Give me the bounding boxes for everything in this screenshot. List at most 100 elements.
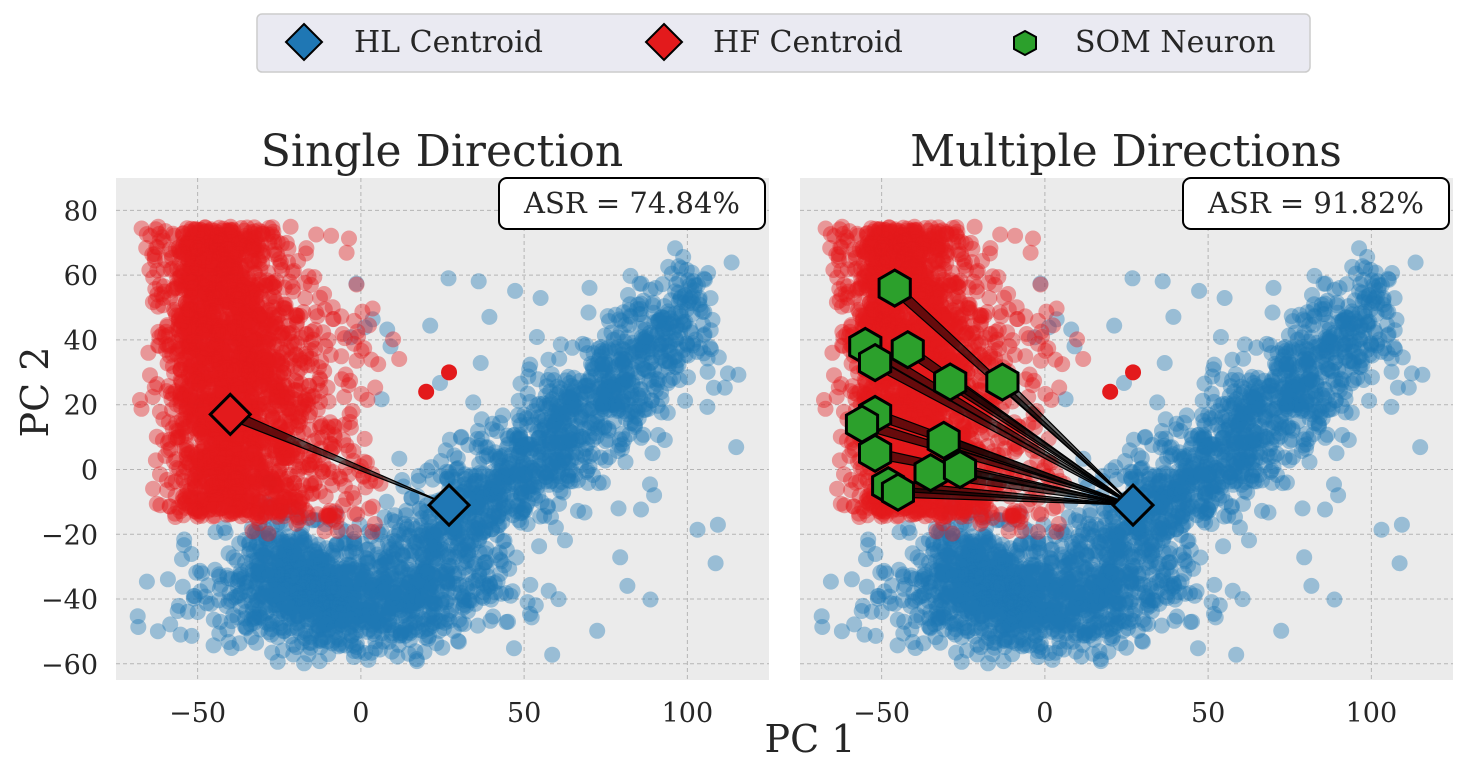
hl-point	[473, 500, 490, 517]
hl-point	[492, 551, 509, 568]
hf-point	[147, 292, 164, 309]
hl-point	[408, 653, 425, 670]
hl-point	[470, 423, 486, 439]
hl-point	[705, 379, 722, 396]
hl-point	[600, 422, 617, 439]
hf-point	[261, 402, 277, 419]
hl-point	[550, 591, 567, 608]
hl-point	[702, 322, 719, 339]
hl-point	[339, 564, 356, 581]
hl-point	[523, 409, 540, 426]
hf-point	[250, 455, 266, 472]
hl-point	[479, 488, 496, 505]
hl-point	[314, 631, 331, 648]
hl-point	[596, 419, 613, 436]
hl-point	[661, 372, 678, 389]
hl-point	[392, 624, 409, 641]
hl-point	[424, 588, 441, 605]
hl-point	[232, 585, 249, 602]
hl-point	[381, 599, 398, 615]
hl-point	[439, 470, 455, 487]
hl-point	[385, 589, 402, 606]
hl-point	[612, 549, 629, 566]
hl-point	[592, 366, 609, 383]
hl-point	[396, 526, 413, 543]
hl-point	[244, 600, 261, 617]
hl-point	[307, 562, 324, 579]
hl-point	[432, 613, 449, 630]
hl-point	[616, 357, 633, 374]
hl-point	[298, 567, 315, 584]
hl-point	[434, 604, 451, 621]
y-tick-label: 0	[81, 455, 98, 486]
hl-point	[595, 401, 612, 417]
hl-point	[211, 566, 227, 583]
hl-point	[311, 601, 327, 618]
hl-point	[320, 575, 337, 592]
hl-point	[348, 635, 365, 652]
hl-point	[512, 428, 529, 445]
hl-point	[383, 600, 400, 617]
hl-point	[404, 516, 420, 533]
hl-point	[454, 591, 471, 608]
hl-point	[619, 383, 636, 400]
hl-point	[226, 589, 243, 606]
hl-point	[332, 589, 349, 606]
hl-point	[299, 588, 316, 605]
hl-point	[341, 602, 358, 619]
hl-point	[612, 350, 629, 367]
hl-point	[276, 622, 293, 639]
hl-point	[297, 622, 314, 639]
hl-point	[322, 611, 339, 628]
hl-point	[508, 437, 525, 454]
hl-point	[382, 617, 399, 634]
hl-point	[244, 562, 261, 579]
hl-point	[354, 563, 370, 580]
hl-point	[296, 655, 313, 672]
hl-point	[375, 557, 392, 573]
hl-point	[622, 403, 639, 420]
hl-point	[307, 573, 324, 590]
hl-point	[472, 355, 489, 371]
hl-point	[350, 608, 367, 625]
hl-point	[337, 535, 354, 552]
hf-point	[275, 446, 292, 463]
hl-point	[439, 573, 456, 590]
hl-point	[402, 625, 419, 642]
hl-point	[572, 395, 589, 412]
hl-point	[186, 588, 203, 605]
hl-point	[600, 393, 617, 410]
hl-point	[406, 543, 423, 560]
hl-point	[321, 579, 338, 596]
hl-point	[476, 519, 493, 536]
hl-point	[581, 420, 598, 437]
hl-point	[551, 424, 568, 441]
hl-point	[424, 595, 441, 612]
hl-point	[408, 603, 425, 620]
hl-point	[450, 460, 467, 476]
hl-point	[266, 596, 283, 613]
hl-point	[464, 559, 481, 576]
hf-point	[190, 297, 206, 314]
hl-point	[648, 327, 665, 344]
hl-point	[386, 528, 403, 545]
hl-point	[346, 575, 363, 592]
hl-point	[617, 453, 634, 470]
hl-point	[311, 632, 328, 649]
hl-point	[360, 541, 377, 558]
hl-point	[194, 565, 211, 582]
hl-point	[310, 587, 327, 604]
hl-point	[176, 537, 192, 554]
hl-point	[422, 537, 439, 554]
hl-point	[596, 353, 613, 370]
hl-point	[337, 579, 354, 595]
hl-point	[277, 546, 294, 562]
hl-point	[381, 600, 398, 617]
hl-point	[344, 601, 361, 617]
hl-point	[407, 581, 424, 598]
hl-point	[677, 346, 694, 363]
hl-point	[500, 475, 517, 492]
hl-point	[424, 526, 441, 543]
hl-point	[397, 622, 414, 638]
hl-point	[471, 526, 488, 543]
